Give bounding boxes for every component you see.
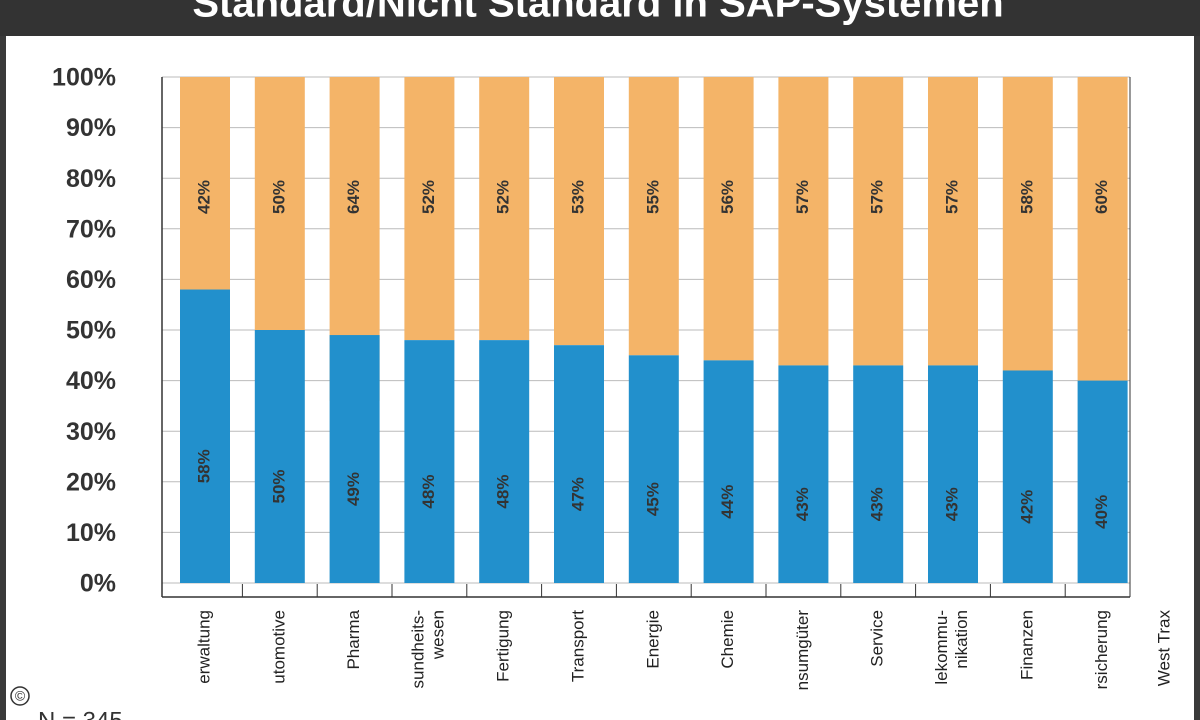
value-label: 52%	[419, 180, 438, 214]
bar-segment	[853, 365, 904, 583]
y-tick-label: 100%	[52, 64, 116, 92]
x-tick-label: Energie	[643, 610, 662, 669]
bar-segment	[928, 365, 978, 583]
value-label: 50%	[269, 180, 288, 214]
bar-segment	[778, 77, 829, 366]
bar-segment	[778, 365, 829, 583]
bar-segment	[1077, 77, 1128, 381]
copyright-circle	[10, 686, 30, 706]
value-label: 52%	[494, 180, 513, 214]
bar-segment	[703, 77, 754, 361]
value-label: 40%	[1092, 495, 1111, 529]
x-tick-label: Fertigung	[494, 610, 513, 682]
value-label: 58%	[194, 449, 213, 483]
value-label: 58%	[1017, 180, 1036, 214]
bar-segment	[554, 345, 604, 583]
bar-segment	[254, 77, 305, 330]
bar-segment	[1002, 77, 1053, 371]
y-tick-label: 30%	[66, 418, 116, 446]
bar-segment	[703, 360, 754, 583]
value-label: 47%	[568, 477, 587, 511]
note: N = 345	[38, 707, 123, 720]
value-label: 45%	[643, 482, 662, 516]
x-tick-label: Service	[868, 610, 887, 667]
bar-segment	[180, 289, 230, 583]
x-tick-label: nsumgüter	[793, 610, 812, 691]
x-tick-label: sundheits-wesen	[409, 610, 448, 688]
bar-segment	[479, 340, 530, 583]
value-label: 44%	[718, 485, 737, 519]
value-label: 48%	[419, 475, 438, 509]
bar-segment	[180, 77, 230, 290]
value-label: 42%	[194, 180, 213, 214]
bar-segment	[1077, 380, 1128, 583]
bar-segment	[1002, 370, 1053, 583]
bar-segment	[479, 77, 530, 341]
value-label: 42%	[1017, 490, 1036, 524]
source: West Trax	[1154, 610, 1173, 687]
value-label: 55%	[643, 180, 662, 214]
title-bar	[0, 0, 1200, 36]
x-tick-label: Chemie	[718, 610, 737, 669]
value-label: 49%	[344, 472, 363, 506]
x-tick-label: utomotive	[269, 610, 288, 684]
chart-title: Standard/Nicht Standard in SAP-Systemen	[192, 0, 1003, 26]
y-tick-label: 90%	[66, 114, 116, 142]
value-label: 48%	[494, 475, 513, 509]
bar-segment	[404, 77, 455, 341]
value-label: 60%	[1092, 180, 1111, 214]
value-label: 56%	[718, 180, 737, 214]
value-label: 57%	[868, 180, 887, 214]
value-label: 43%	[868, 487, 887, 521]
value-label: 43%	[942, 487, 961, 521]
bar-segment	[628, 355, 679, 583]
bar-segment	[928, 77, 978, 366]
bar-segment	[554, 77, 604, 346]
value-label: 64%	[344, 180, 363, 214]
bar-segment	[329, 335, 380, 583]
y-tick-label: 50%	[66, 317, 116, 345]
y-tick-label: 20%	[66, 468, 116, 496]
x-tick-label: erwaltung	[194, 610, 213, 684]
y-tick-label: 70%	[66, 215, 116, 243]
bar-segment	[404, 340, 455, 583]
y-tick-label: 10%	[66, 519, 116, 547]
x-tick-label: lekommu-nikation	[932, 610, 971, 685]
y-tick-label: 60%	[66, 266, 116, 294]
x-tick-label: rsicherung	[1092, 610, 1111, 689]
value-label: 57%	[793, 180, 812, 214]
value-label: 53%	[568, 180, 587, 214]
x-tick-label: Pharma	[344, 609, 363, 669]
x-tick-label: Transport	[568, 610, 587, 682]
y-tick-label: 40%	[66, 367, 116, 395]
x-tick-label: Finanzen	[1017, 610, 1036, 680]
y-tick-label: 80%	[66, 165, 116, 193]
bar-segment	[628, 77, 679, 356]
value-label: 50%	[269, 469, 288, 503]
bar-segment	[254, 330, 305, 583]
y-tick-label: 0%	[80, 570, 116, 598]
value-label: 43%	[793, 487, 812, 521]
bar-segment	[853, 77, 904, 366]
copyright: ©	[15, 688, 26, 704]
value-label: 57%	[942, 180, 961, 214]
